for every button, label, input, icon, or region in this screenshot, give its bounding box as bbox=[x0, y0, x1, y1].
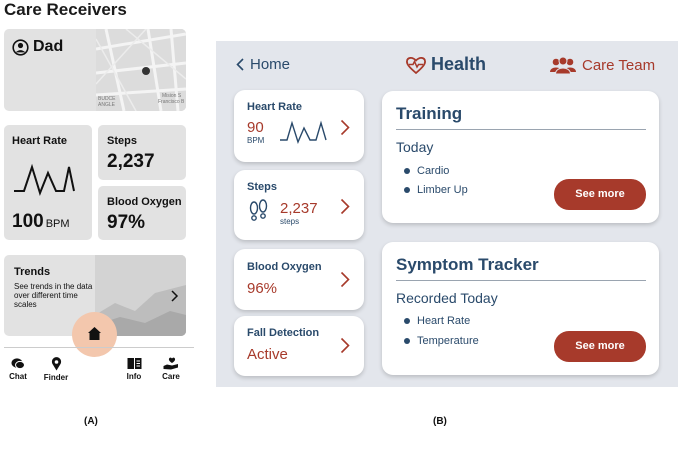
care-team-icon bbox=[550, 56, 576, 74]
symptom-tracker-card: Symptom Tracker Recorded Today Heart Rat… bbox=[382, 242, 659, 375]
training-subtitle: Today bbox=[396, 139, 434, 155]
nav-finder[interactable]: Finder bbox=[39, 357, 73, 382]
map-label-1: BUDCE bbox=[98, 96, 116, 102]
book-icon bbox=[127, 358, 141, 369]
chevron-left-icon bbox=[236, 58, 244, 71]
blood-oxygen-card[interactable]: Blood Oxygen 97% bbox=[98, 186, 186, 240]
training-divider bbox=[396, 129, 646, 130]
heart-rate-metric-unit: BPM bbox=[247, 136, 265, 145]
fall-detection-metric-label: Fall Detection bbox=[247, 327, 320, 339]
nav-chat[interactable]: Chat bbox=[1, 357, 35, 381]
training-item: Cardio bbox=[404, 165, 449, 177]
steps-card[interactable]: Steps 2,237 bbox=[98, 125, 186, 180]
care-receivers-title: Care Receivers bbox=[4, 0, 127, 19]
steps-metric-label: Steps bbox=[247, 181, 277, 193]
map-label-2: ANGLE bbox=[98, 102, 116, 108]
fall-detection-metric-value: Active bbox=[247, 346, 288, 363]
caption-b: (B) bbox=[433, 416, 447, 427]
symptom-tracker-subtitle: Recorded Today bbox=[396, 290, 498, 306]
symptom-see-more-button[interactable]: See more bbox=[554, 331, 646, 362]
health-title-text: Health bbox=[431, 54, 487, 74]
health-title: Health bbox=[406, 54, 486, 75]
home-icon bbox=[88, 327, 101, 340]
training-item: Limber Up bbox=[404, 184, 468, 196]
blood-oxygen-value: 97% bbox=[107, 212, 146, 233]
nav-finder-label: Finder bbox=[43, 373, 69, 382]
heart-rate-metric-card[interactable]: Heart Rate 90 BPM bbox=[234, 90, 364, 162]
heart-pulse-icon bbox=[406, 56, 426, 74]
bullet-dot bbox=[404, 318, 410, 324]
chevron-right-icon bbox=[340, 119, 350, 136]
blood-oxygen-metric-card[interactable]: Blood Oxygen 96% bbox=[234, 249, 364, 310]
bottom-nav: Chat Finder Info Care bbox=[4, 347, 194, 387]
heart-rate-metric-value: 90 bbox=[247, 119, 264, 136]
trends-card[interactable]: Trends See trends in the data over diffe… bbox=[4, 255, 186, 336]
care-hand-icon bbox=[163, 357, 178, 370]
trends-description: See trends in the data over different ti… bbox=[14, 282, 93, 309]
bullet-dot bbox=[404, 187, 410, 193]
training-card: Training Today Cardio Limber Up See more bbox=[382, 91, 659, 223]
health-screen: Home Health Care Team Heart Rate 90 BPM bbox=[216, 41, 678, 387]
chevron-right-icon bbox=[340, 337, 350, 354]
chat-icon bbox=[11, 358, 25, 370]
heart-rate-metric-label: Heart Rate bbox=[247, 101, 303, 113]
nav-chat-label: Chat bbox=[9, 372, 27, 381]
heart-rate-card[interactable]: Heart Rate 100 BPM bbox=[4, 125, 92, 240]
nav-info-label: Info bbox=[126, 372, 142, 381]
home-button[interactable] bbox=[72, 312, 117, 357]
bullet-dot bbox=[404, 168, 410, 174]
chevron-right-icon bbox=[340, 271, 350, 288]
heartbeat-wave-icon bbox=[14, 163, 75, 197]
caption-a: (A) bbox=[84, 416, 98, 427]
symptom-item: Temperature bbox=[404, 335, 479, 347]
map-label-4: Francisco B bbox=[158, 99, 185, 105]
heartbeat-wave-icon bbox=[280, 120, 327, 144]
training-title: Training bbox=[396, 104, 463, 123]
nav-care[interactable]: Care bbox=[154, 357, 188, 381]
location-map[interactable]: BUDCE ANGLE Mision S Francisco B bbox=[95, 29, 186, 111]
chevron-right-icon bbox=[171, 290, 179, 302]
steps-value: 2,237 bbox=[107, 151, 155, 172]
symptom-tracker-divider bbox=[396, 280, 646, 281]
heart-rate-value: 100 BPM bbox=[12, 211, 70, 232]
nav-info[interactable]: Info bbox=[117, 357, 151, 381]
footprints-icon bbox=[249, 199, 268, 221]
steps-metric-unit: steps bbox=[280, 217, 300, 226]
training-see-more-button[interactable]: See more bbox=[554, 179, 646, 210]
steps-metric-value: 2,237 bbox=[280, 200, 318, 217]
location-pin-icon bbox=[51, 357, 61, 371]
trends-graph bbox=[95, 255, 186, 336]
blood-oxygen-metric-label: Blood Oxygen bbox=[247, 261, 322, 273]
blood-oxygen-label: Blood Oxygen bbox=[107, 196, 182, 208]
chevron-right-icon bbox=[340, 198, 350, 215]
symptom-tracker-title: Symptom Tracker bbox=[396, 255, 539, 274]
heart-rate-label: Heart Rate bbox=[12, 135, 68, 147]
map-label-3: Mision S bbox=[162, 93, 182, 99]
steps-label: Steps bbox=[107, 135, 137, 147]
care-team-label: Care Team bbox=[582, 56, 656, 74]
nav-care-label: Care bbox=[162, 372, 180, 381]
location-pin-dot bbox=[142, 67, 150, 75]
heart-rate-unit: BPM bbox=[45, 218, 70, 230]
care-team-link[interactable]: Care Team bbox=[550, 56, 655, 74]
receiver-name: Dad bbox=[12, 38, 63, 56]
trends-label: Trends bbox=[14, 266, 51, 278]
receiver-name-text: Dad bbox=[33, 38, 64, 55]
person-circle-icon bbox=[12, 38, 29, 56]
receiver-card-dad[interactable]: Dad BUDCE ANGLE Mision S Francisco B bbox=[4, 29, 186, 111]
steps-metric-card[interactable]: Steps 2,237 steps bbox=[234, 170, 364, 240]
symptom-item: Heart Rate bbox=[404, 315, 470, 327]
blood-oxygen-metric-value: 96% bbox=[247, 280, 278, 297]
back-home-link[interactable]: Home bbox=[236, 56, 290, 73]
back-home-label: Home bbox=[250, 56, 291, 73]
bullet-dot bbox=[404, 338, 410, 344]
fall-detection-metric-card[interactable]: Fall Detection Active bbox=[234, 316, 364, 376]
